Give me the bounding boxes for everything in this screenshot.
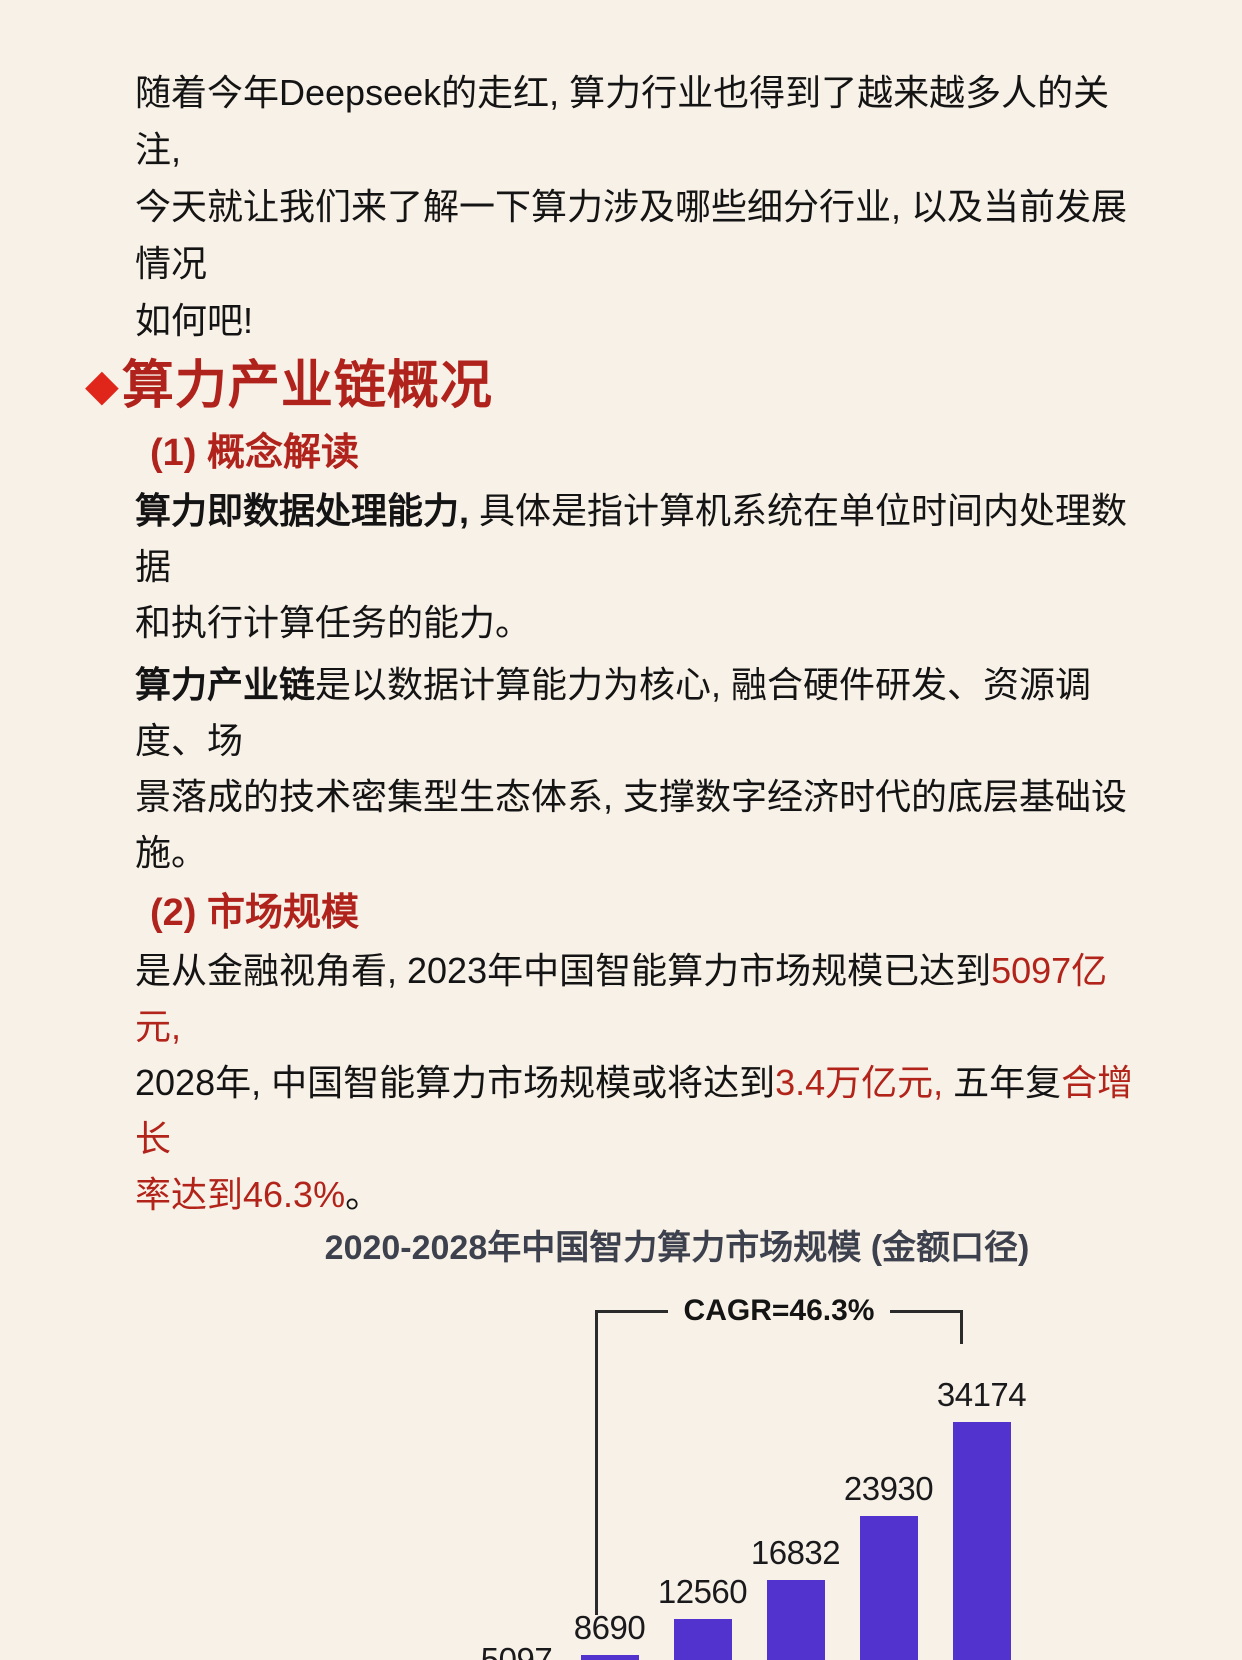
paragraph-text: 具体是指计算机系统在单位时间内处理数据 — [135, 490, 1128, 587]
concept-paragraph-2: 算力产业链是以数据计算能力为核心, 融合硬件研发、资源调度、场 景落成的技术密集… — [135, 657, 1135, 881]
section-heading-text: 算力产业链概况 — [121, 357, 493, 415]
chart-title: 2020-2028年中国智力算力市场规模 (金额口径) — [324, 1229, 1030, 1267]
bar — [673, 1619, 732, 1660]
paragraph-line: 算力产业链是以数据计算能力为核心, 融合硬件研发、资源调度、场 — [135, 657, 1135, 769]
bracket-line-right — [890, 1309, 964, 1313]
bar — [766, 1580, 825, 1660]
paragraph-line: 施。 — [135, 832, 208, 873]
bracket-line-left — [595, 1309, 668, 1313]
cagr-label: CAGR=46.3% — [683, 1294, 875, 1327]
section-heading: ◆ 算力产业链概况 — [85, 355, 1242, 417]
bar-value-label: 23930 — [843, 1470, 934, 1507]
intro-line: 如何吧! — [135, 300, 254, 341]
bold-lead: 算力产业链 — [135, 664, 316, 705]
bar-column: 23930 — [844, 1470, 934, 1660]
bold-lead: 算力即数据处理能力, — [135, 490, 470, 531]
paragraph-text: 是以数据计算能力为核心, 融合硬件研发、资源调度、场 — [135, 664, 1092, 761]
intro-line: 随着今年Deepseek的走红, 算力行业也得到了越来越多人的关注, — [135, 72, 1110, 170]
chart-plot-area: CAGR=46.3% 77612192092509786901256016832… — [196, 1274, 1027, 1660]
bar — [952, 1422, 1011, 1660]
paragraph-line: 算力即数据处理能力, 具体是指计算机系统在单位时间内处理数据 — [135, 483, 1135, 595]
paragraph-line: 景落成的技术密集型生态体系, 支撑数字经济时代的底层基础设 — [135, 776, 1128, 817]
bar-value-label: 34174 — [936, 1376, 1027, 1413]
highlighted-value: 3.4万亿元, — [775, 1062, 944, 1103]
paragraph-text: 五年复 — [943, 1062, 1062, 1103]
bar — [580, 1655, 639, 1660]
paragraph-text: 。 — [345, 1174, 382, 1215]
bar-value-label: 16832 — [750, 1534, 841, 1571]
bar-value-label: 5097 — [480, 1641, 553, 1660]
highlighted-value: 率达到46.3% — [135, 1174, 346, 1215]
paragraph-line: 率达到46.3%。 — [135, 1167, 1135, 1223]
bar-column: 8690 — [574, 1609, 646, 1660]
bar-column: 16832 — [751, 1534, 841, 1660]
bar-column: 12560 — [658, 1573, 748, 1660]
subsection-title-concept: (1) 概念解读 — [150, 432, 360, 474]
bar-value-label: 8690 — [573, 1609, 646, 1646]
cagr-bracket-top: CAGR=46.3% — [595, 1294, 964, 1328]
intro-line: 今天就让我们来了解一下算力涉及哪些细分行业, 以及当前发展情况 — [135, 186, 1128, 284]
bar-value-label: 12560 — [657, 1573, 748, 1610]
market-paragraph: 是从金融视角看, 2023年中国智能算力市场规模已达到5097亿元, 2028年… — [135, 943, 1135, 1223]
intro-paragraph: 随着今年Deepseek的走红, 算力行业也得到了越来越多人的关注, 今天就让我… — [135, 64, 1135, 349]
paragraph-text: 2028年, 中国智能算力市场规模或将达到 — [135, 1062, 776, 1103]
bar — [859, 1516, 918, 1660]
bars: 776121920925097869012560168322393034174 — [196, 1376, 1027, 1660]
bracket-right-vertical — [960, 1312, 963, 1344]
paragraph-line: 2028年, 中国智能算力市场规模或将达到3.4万亿元, 五年复合增长 — [135, 1055, 1135, 1167]
concept-paragraph-1: 算力即数据处理能力, 具体是指计算机系统在单位时间内处理数据 和执行计算任务的能… — [135, 483, 1135, 651]
paragraph-line: 和执行计算任务的能力。 — [135, 602, 532, 643]
subsection-title-market: (2) 市场规模 — [150, 892, 360, 934]
paragraph-text: 是从金融视角看, 2023年中国智能算力市场规模已达到 — [135, 950, 992, 991]
highlighted-value: 合增长 — [135, 1062, 1134, 1159]
paragraph-line: 是从金融视角看, 2023年中国智能算力市场规模已达到5097亿元, — [135, 943, 1135, 1055]
highlighted-value: 5097亿元, — [135, 950, 1108, 1047]
bar-column: 34174 — [937, 1376, 1027, 1660]
bar-column: 5097 — [481, 1641, 553, 1660]
diamond-icon: ◆ — [85, 361, 120, 410]
